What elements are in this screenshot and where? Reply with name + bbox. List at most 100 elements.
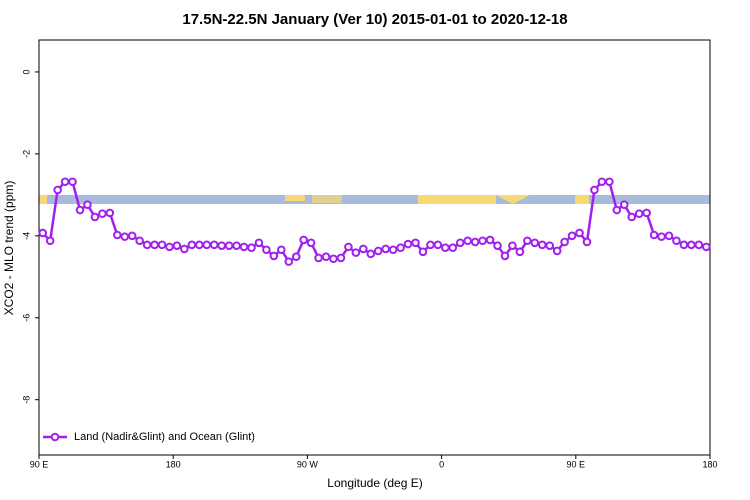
data-point xyxy=(694,240,704,250)
data-point xyxy=(649,230,659,240)
data-point xyxy=(612,205,622,215)
x-tick-label: 90 E xyxy=(567,459,586,469)
land-segment xyxy=(496,195,530,204)
data-point xyxy=(291,252,301,262)
x-tick-label: 90 W xyxy=(297,459,319,469)
chart-title: 17.5N-22.5N January (Ver 10) 2015-01-01 … xyxy=(182,11,567,28)
data-point xyxy=(582,237,592,247)
data-point xyxy=(45,236,55,246)
data-point xyxy=(90,212,100,222)
y-tick-label: -6 xyxy=(21,314,31,322)
data-point xyxy=(157,240,167,250)
data-point xyxy=(269,251,279,261)
data-point xyxy=(120,232,130,241)
legend-label: Land (Nadir&Glint) and Ocean (Glint) xyxy=(74,431,255,443)
data-point xyxy=(284,257,294,266)
data-point xyxy=(567,231,577,241)
data-point xyxy=(530,238,540,248)
data-point xyxy=(60,177,70,187)
data-point xyxy=(642,208,651,218)
y-tick-label: -2 xyxy=(21,150,31,158)
data-point xyxy=(224,241,234,250)
data-point xyxy=(172,241,182,250)
data-point xyxy=(351,248,361,257)
data-point xyxy=(455,238,465,248)
land-segment xyxy=(285,195,305,201)
data-point xyxy=(232,241,241,250)
data-point xyxy=(381,244,390,254)
data-point xyxy=(359,244,368,254)
data-point xyxy=(426,240,435,250)
data-point xyxy=(672,236,681,246)
data-point xyxy=(254,238,264,248)
data-point xyxy=(142,240,152,250)
data-point xyxy=(664,231,674,241)
land-segment xyxy=(39,195,47,204)
y-tick-label: -4 xyxy=(21,232,31,240)
plot-frame xyxy=(38,39,711,456)
land-ocean-band xyxy=(39,195,710,204)
data-point xyxy=(180,244,189,254)
data-point xyxy=(38,228,48,238)
data-point xyxy=(634,209,644,219)
y-axis-label: XCO2 - MLO trend (ppm) xyxy=(2,181,16,316)
data-point xyxy=(98,209,107,219)
data-point xyxy=(619,200,629,209)
land-segment xyxy=(418,195,496,204)
data-point xyxy=(239,242,249,252)
data-point xyxy=(306,238,316,248)
y-tick-label: 0 xyxy=(21,69,31,74)
data-point xyxy=(135,236,144,246)
data-point xyxy=(336,253,346,263)
data-point xyxy=(53,185,62,195)
data-point xyxy=(500,251,510,261)
data-point xyxy=(202,240,212,250)
data-point xyxy=(515,247,525,257)
data-point xyxy=(194,240,204,250)
data-point xyxy=(127,231,137,241)
data-point xyxy=(493,241,502,250)
data-point xyxy=(75,205,85,215)
data-point xyxy=(344,242,353,252)
data-point xyxy=(701,242,711,252)
data-point xyxy=(687,240,696,250)
data-point xyxy=(679,240,689,250)
data-point xyxy=(396,243,405,253)
data-point xyxy=(105,208,115,218)
data-point xyxy=(470,237,480,247)
y-tick-label: -8 xyxy=(21,396,31,404)
data-point xyxy=(165,242,174,252)
data-point xyxy=(597,177,607,187)
data-point xyxy=(277,245,286,255)
data-point xyxy=(373,246,383,256)
x-tick-label: 180 xyxy=(166,459,181,469)
data-point xyxy=(627,212,637,222)
data-point xyxy=(388,245,398,255)
x-tick-label: 180 xyxy=(702,459,717,469)
land-segment xyxy=(312,195,342,203)
data-point xyxy=(537,240,547,250)
data-point xyxy=(329,254,338,264)
data-point xyxy=(463,236,472,246)
data-point xyxy=(560,237,569,247)
data-point xyxy=(83,200,92,209)
data-point xyxy=(523,236,532,246)
data-point xyxy=(321,252,331,262)
data-point xyxy=(508,241,517,250)
data-point xyxy=(433,240,443,250)
data-point xyxy=(545,241,555,250)
data-point xyxy=(411,238,420,248)
data-point xyxy=(575,228,584,238)
data-point xyxy=(605,177,614,187)
data-point xyxy=(217,241,226,250)
data-point xyxy=(590,185,599,195)
data-point xyxy=(262,245,271,255)
data-point xyxy=(247,243,256,253)
data-point xyxy=(448,243,458,253)
x-axis-label: Longitude (deg E) xyxy=(327,476,422,490)
data-point xyxy=(150,240,159,250)
legend-marker xyxy=(50,432,60,442)
data-point xyxy=(478,236,487,246)
data-point xyxy=(187,240,197,250)
